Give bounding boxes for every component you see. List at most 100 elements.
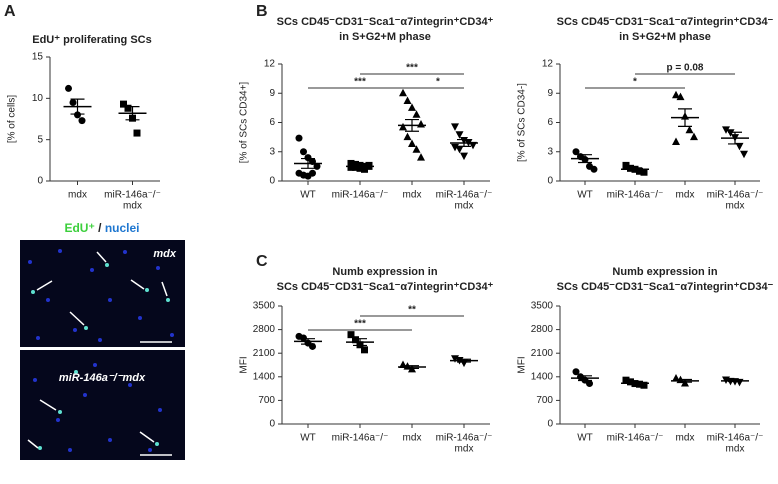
data-point [295, 134, 303, 142]
y-tick-label: 3500 [253, 301, 276, 312]
x-tick-label: mdx [68, 190, 87, 201]
data-point [735, 142, 744, 151]
error-bar [457, 138, 471, 147]
data-point [451, 143, 459, 152]
data-point [352, 336, 359, 344]
error-bar [678, 108, 692, 127]
data-point [300, 334, 307, 342]
data-point [417, 119, 425, 128]
y-tick-label: 700 [536, 395, 553, 406]
data-point [640, 168, 648, 176]
error-bar [628, 167, 642, 172]
data-point [408, 103, 416, 111]
data-point [676, 92, 685, 101]
x-tick-label: mdx [726, 201, 745, 212]
data-point [740, 150, 748, 159]
data-point [133, 129, 141, 137]
error-bar [728, 379, 742, 383]
y-tick-label: 0 [37, 176, 43, 187]
data-point [672, 137, 680, 145]
x-tick-label: mdx [403, 433, 422, 444]
x-tick-label: miR-146a⁻/⁻ [436, 190, 493, 201]
x-tick-label: miR-146a⁻/⁻ [332, 433, 389, 444]
error-bar [353, 164, 367, 168]
y-tick-label: 6 [547, 117, 553, 128]
y-tick-label: 12 [264, 59, 276, 70]
error-bar [70, 98, 85, 115]
y-tick-label: 0 [547, 419, 553, 430]
chart-title: Numb expression in [612, 266, 717, 278]
data-point [672, 90, 680, 99]
micrograph-bg [20, 350, 185, 460]
x-tick-label: miR-146a⁻/⁻ [436, 433, 493, 444]
data-point [309, 342, 316, 350]
image-label: miR-146a⁻/⁻mdx [59, 372, 146, 384]
y-tick-label: 0 [547, 176, 553, 187]
data-point [412, 145, 421, 153]
y-tick-label: 0 [269, 419, 275, 430]
y-axis-label: [% of SCs CD34+] [239, 82, 250, 164]
chart-title: SCs CD45⁻CD31⁻Sca1⁻α7integrin⁺CD34⁻ [557, 16, 774, 28]
data-point [726, 129, 735, 137]
data-point [590, 165, 598, 173]
y-tick-label: 6 [269, 117, 275, 128]
y-tick-label: 2800 [253, 324, 276, 335]
y-axis-label: [% of cells] [7, 95, 18, 144]
significance-label: ** [408, 305, 416, 316]
data-point [572, 368, 580, 376]
error-bar [578, 375, 592, 382]
error-bar [301, 338, 315, 345]
y-tick-label: 3500 [531, 301, 554, 312]
x-tick-label: mdx [676, 190, 695, 201]
data-point [469, 141, 477, 150]
x-tick-label: miR-146a⁻/⁻ [607, 433, 664, 444]
significance-label: *** [354, 319, 366, 330]
x-tick-label: WT [577, 433, 593, 444]
error-bar [728, 131, 742, 145]
chart-title: in S+G2+M phase [339, 31, 431, 43]
y-tick-label: 10 [32, 93, 44, 104]
x-tick-label: mdx [726, 444, 745, 455]
x-tick-label: WT [300, 190, 316, 201]
data-point [412, 110, 421, 118]
y-tick-label: 3 [547, 146, 553, 157]
significance-label: *** [406, 63, 418, 74]
y-tick-label: 3 [269, 146, 275, 157]
error-bar [405, 365, 419, 369]
chart-title: Numb expression in [332, 266, 437, 278]
error-bar [301, 157, 315, 169]
chart-title: EdU⁺ proliferating SCs [32, 34, 152, 46]
data-point [685, 125, 694, 134]
y-tick-label: 15 [32, 52, 44, 63]
data-point [120, 100, 127, 108]
data-point [460, 152, 468, 161]
error-bar [678, 378, 692, 383]
data-point [347, 159, 355, 167]
data-point [74, 111, 81, 119]
error-bar [578, 154, 592, 164]
x-tick-label: miR-146a⁻/⁻ [607, 190, 664, 201]
data-point [356, 164, 364, 172]
data-point [455, 131, 464, 139]
significance-label: * [633, 77, 637, 88]
legend-edu: EdU⁺ [64, 221, 94, 235]
data-point [361, 165, 368, 173]
y-axis-label: MFI [239, 356, 250, 373]
micrograph: mdx miR-146a⁻/⁻mdx [20, 240, 185, 464]
data-point [124, 104, 132, 112]
data-point [455, 145, 464, 154]
x-tick-label: miR-146a⁻/⁻ [332, 190, 389, 201]
panel-letter: B [256, 3, 268, 20]
x-tick-label: mdx [123, 201, 142, 212]
x-tick-label: mdx [455, 444, 474, 455]
y-tick-label: 1400 [531, 371, 554, 382]
legend-nuclei: nuclei [105, 221, 140, 235]
data-point [622, 376, 630, 384]
y-tick-label: 9 [269, 88, 275, 99]
y-tick-label: 9 [547, 88, 553, 99]
nuclei-dots [28, 249, 174, 342]
significance-label: *** [354, 77, 366, 88]
data-point [690, 132, 698, 141]
y-tick-label: 12 [542, 59, 554, 70]
